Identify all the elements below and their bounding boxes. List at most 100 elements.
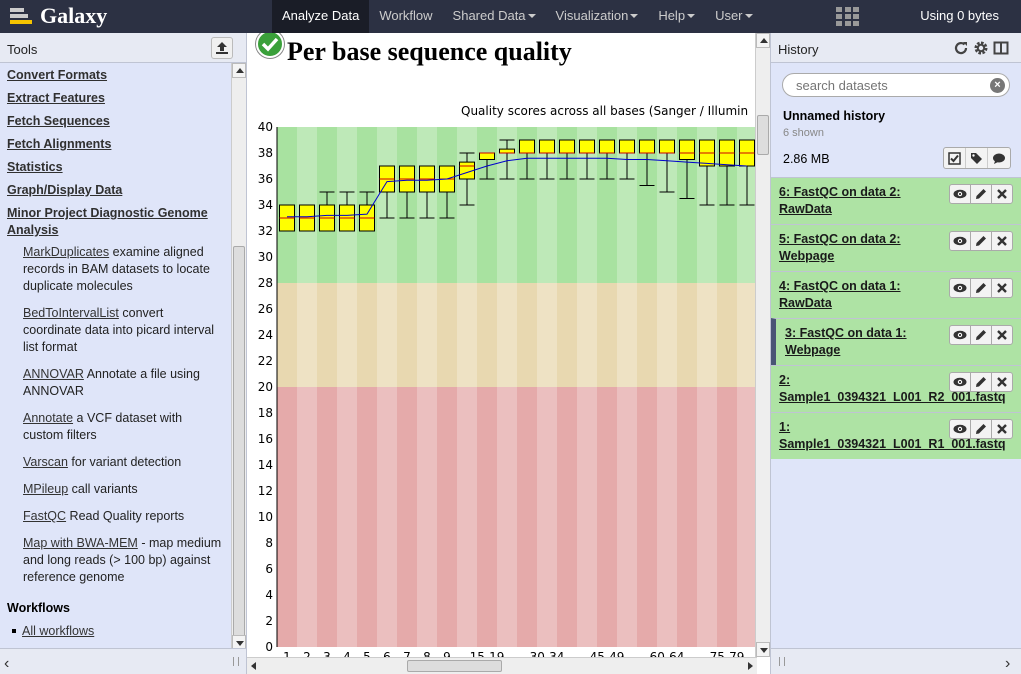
pencil-icon[interactable] <box>970 231 992 251</box>
center-horizontal-scrollbar[interactable] <box>247 657 757 674</box>
tool-link[interactable]: Annotate <box>23 411 74 425</box>
resize-grip-icon[interactable] <box>233 657 239 666</box>
tool-link[interactable]: BedToIntervalList <box>23 306 119 320</box>
all-workflows-link[interactable]: All workflows <box>22 624 95 638</box>
pencil-icon[interactable] <box>970 419 992 439</box>
columns-icon[interactable] <box>993 40 1009 56</box>
brand[interactable]: Galaxy <box>10 2 107 30</box>
collapse-right-icon[interactable]: › <box>1005 655 1011 672</box>
delete-icon[interactable] <box>991 419 1013 439</box>
pencil-icon[interactable] <box>970 278 992 298</box>
pencil-icon[interactable] <box>970 325 992 345</box>
nav-analyze-data[interactable]: Analyze Data <box>272 0 370 33</box>
tool-link[interactable]: Varscan <box>23 455 68 469</box>
delete-icon[interactable] <box>991 231 1013 251</box>
refresh-icon[interactable] <box>953 40 969 56</box>
tool-panel: Tools Convert Formats Extract Features Fet… <box>0 33 247 674</box>
gear-icon[interactable] <box>973 40 989 56</box>
eye-icon[interactable] <box>949 372 971 392</box>
dataset-title[interactable]: 3: FastQC on data 1: Webpage <box>785 326 907 357</box>
x-tick-label: 5 <box>363 650 371 663</box>
dataset-item[interactable]: 2: Sample1_0394321_L001_R2_001.fastq <box>771 365 1021 412</box>
tool-link[interactable]: Map with BWA-MEM <box>23 536 138 550</box>
tool-section-1[interactable]: Extract Features <box>7 91 105 105</box>
box-65-69 <box>679 139 695 199</box>
tool-link[interactable]: FastQC <box>23 509 67 523</box>
y-tick-label: 22 <box>258 354 273 368</box>
pencil-icon[interactable] <box>970 184 992 204</box>
eye-icon[interactable] <box>949 325 971 345</box>
resize-grip-icon[interactable] <box>779 657 785 666</box>
dataset-title[interactable]: 2: Sample1_0394321_L001_R2_001.fastq <box>779 373 1006 404</box>
box-25-29 <box>519 139 535 180</box>
y-tick-label: 34 <box>258 198 273 212</box>
eye-icon[interactable] <box>949 231 971 251</box>
dataset-buttons <box>949 278 1013 298</box>
brand-title: Galaxy <box>40 3 108 28</box>
column-stripe <box>617 127 637 647</box>
tool-section-2[interactable]: Fetch Sequences <box>7 114 110 128</box>
eye-icon[interactable] <box>949 419 971 439</box>
tool-section-3[interactable]: Fetch Alignments <box>7 137 112 151</box>
dataset-item[interactable]: 5: FastQC on data 2: Webpage <box>771 224 1021 271</box>
box-60-64 <box>659 139 675 193</box>
dataset-item[interactable]: 4: FastQC on data 1: RawData <box>771 271 1021 318</box>
dataset-title[interactable]: 1: Sample1_0394321_L001_R1_001.fastq <box>779 420 1006 451</box>
history-panel: History × Unnamed history 6 shown 2.86 M… <box>771 33 1021 674</box>
history-shown-count: 6 shown <box>783 127 824 139</box>
collapse-left-icon[interactable]: ‹ <box>4 655 10 672</box>
history-name[interactable]: Unnamed history <box>783 109 886 123</box>
tool-section-4[interactable]: Statistics <box>7 160 63 174</box>
history-title: History <box>778 42 819 57</box>
eye-icon[interactable] <box>949 184 971 204</box>
quality-band <box>277 283 757 387</box>
center-scrollbar[interactable] <box>755 33 770 657</box>
tool-link[interactable]: MPileup <box>23 482 69 496</box>
dataset-buttons <box>949 372 1013 392</box>
nav-help[interactable]: Help <box>648 0 705 33</box>
box-35-39 <box>559 139 575 180</box>
nav-label: Shared Data <box>452 8 526 23</box>
nav-shared-data[interactable]: Shared Data <box>443 0 546 33</box>
tool-section-5[interactable]: Graph/Display Data <box>7 183 123 197</box>
tool-section-6[interactable]: Minor Project Diagnostic Genome Analysis <box>7 206 208 237</box>
clear-search-icon[interactable]: × <box>990 78 1005 93</box>
upload-button[interactable] <box>211 37 233 59</box>
x-tick-label: 8 <box>423 650 431 663</box>
dataset-title[interactable]: 4: FastQC on data 1: RawData <box>779 279 901 310</box>
tool-panel-header: Tools <box>0 33 246 63</box>
dataset-item[interactable]: 6: FastQC on data 2: RawData <box>771 177 1021 224</box>
apps-grid-icon[interactable] <box>836 7 859 26</box>
y-tick-label: 32 <box>258 224 273 238</box>
nav-workflow[interactable]: Workflow <box>369 0 442 33</box>
center-panel: Per base sequence quality 0 2 4 6 8 10 12 14 16 1… <box>247 33 771 674</box>
tags-icon[interactable] <box>966 148 988 168</box>
history-search-input[interactable] <box>796 78 981 93</box>
y-tick-label: 40 <box>258 120 273 134</box>
x-tick-label: 1 <box>283 650 291 663</box>
y-tick-label: 38 <box>258 146 273 160</box>
nav-label: Analyze Data <box>282 8 360 23</box>
tool-link[interactable]: ANNOVAR <box>23 367 84 381</box>
delete-icon[interactable] <box>991 184 1013 204</box>
tool-panel-scrollbar[interactable] <box>231 63 246 650</box>
dataset-item[interactable]: 1: Sample1_0394321_L001_R1_001.fastq <box>771 412 1021 459</box>
pencil-icon[interactable] <box>970 372 992 392</box>
delete-icon[interactable] <box>991 372 1013 392</box>
column-stripe <box>297 127 317 647</box>
nav-visualization[interactable]: Visualization <box>546 0 649 33</box>
box-8 <box>419 165 435 219</box>
nav-user[interactable]: User <box>705 0 762 33</box>
box-body <box>679 139 695 160</box>
annotation-icon[interactable] <box>988 148 1010 168</box>
dataset-item[interactable]: 3: FastQC on data 1: Webpage <box>771 318 1021 365</box>
eye-icon[interactable] <box>949 278 971 298</box>
delete-icon[interactable] <box>991 278 1013 298</box>
select-items-icon[interactable] <box>944 148 966 168</box>
dataset-title[interactable]: 5: FastQC on data 2: Webpage <box>779 232 901 263</box>
tool-section-0[interactable]: Convert Formats <box>7 68 108 82</box>
tool-link[interactable]: MarkDuplicates <box>23 245 110 259</box>
dataset-title[interactable]: 6: FastQC on data 2: RawData <box>779 185 901 216</box>
tool-description: a VCF dataset with custom filters <box>23 411 183 442</box>
delete-icon[interactable] <box>991 325 1013 345</box>
